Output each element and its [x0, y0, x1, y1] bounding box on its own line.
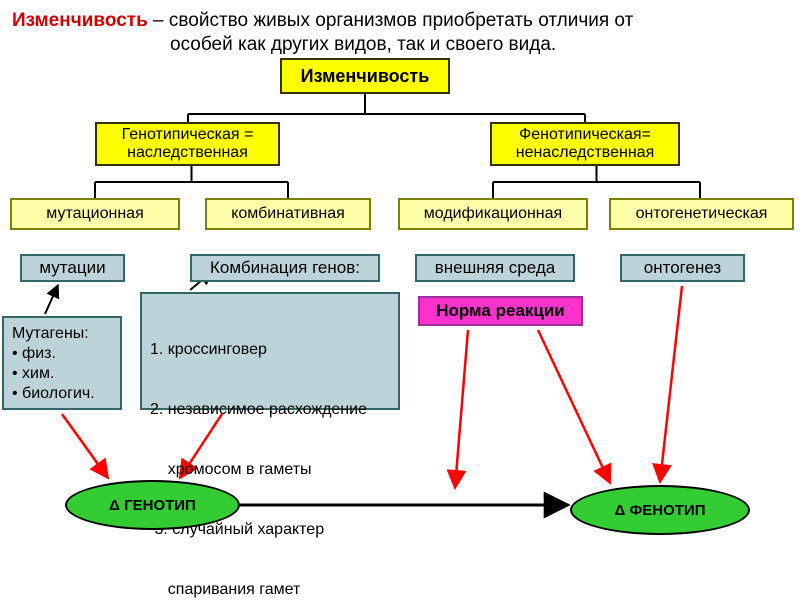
komb-line-4: спаривания гамет: [150, 580, 390, 600]
diagram-canvas: Изменчивость – свойство живых организмов…: [0, 0, 800, 600]
title-rest-1: – свойство живых организмов приобретать …: [148, 10, 634, 31]
node-reaction-norm: Норма реакции: [418, 296, 583, 326]
title-line-2: особей как других видов, так и своего ви…: [170, 34, 556, 56]
ellipse-phenotype: Δ ФЕНОТИП: [570, 485, 750, 535]
ellipse-genotype: Δ ГЕНОТИП: [65, 480, 240, 530]
mutagens-item-0: • физ.: [12, 344, 112, 364]
node-gene-combination: Комбинация генов:: [190, 254, 380, 282]
node-phenotypic: Фенотипическая=ненаследственная: [490, 122, 680, 166]
node-root: Изменчивость: [280, 58, 450, 94]
node-mutational: мутационная: [10, 198, 180, 230]
title-keyword: Изменчивость: [12, 10, 148, 31]
node-mutations: мутации: [20, 254, 125, 282]
title-line-1: Изменчивость – свойство живых организмов…: [12, 10, 633, 32]
node-combinative: комбинативная: [205, 198, 371, 230]
mutagens-title: Мутагены:: [12, 324, 112, 344]
mutagens-item-2: • биологич.: [12, 384, 112, 404]
komb-line-0: 1. кроссинговер: [150, 340, 390, 360]
combination-details-box: 1. кроссинговер 2. независимое расхожден…: [140, 292, 400, 410]
node-ontogenesis: онтогенез: [620, 254, 745, 282]
mutagens-item-1: • хим.: [12, 364, 112, 384]
node-modification: модификационная: [398, 198, 588, 230]
node-environment: внешняя среда: [415, 254, 575, 282]
node-genotypic: Генотипическая =наследственная: [95, 122, 280, 166]
mutagens-box: Мутагены: • физ. • хим. • биологич.: [2, 316, 122, 410]
node-ontogenetic: онтогенетическая: [609, 198, 794, 230]
komb-line-2: хромосом в гаметы: [150, 460, 390, 480]
komb-line-1: 2. независимое расхождение: [150, 400, 390, 420]
